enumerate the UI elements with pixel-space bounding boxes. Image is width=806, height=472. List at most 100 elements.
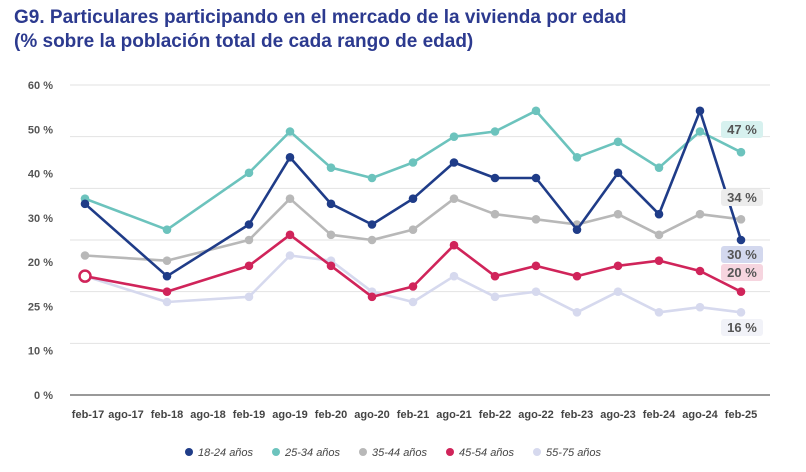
end-value-label: 16 %: [727, 320, 757, 335]
data-point: [572, 225, 582, 234]
data-point: [162, 256, 172, 265]
legend-marker: [359, 448, 367, 456]
data-point: [78, 269, 92, 283]
data-point: [490, 271, 500, 281]
data-point: [654, 230, 664, 240]
x-tick-label: ago-19: [272, 409, 307, 421]
x-tick-label: feb-24: [643, 409, 676, 421]
x-tick-label: feb-20: [315, 409, 347, 421]
data-point: [531, 287, 541, 296]
y-tick-label: 10 %: [28, 346, 53, 358]
x-tick-label: feb-23: [561, 409, 593, 421]
data-point: [367, 220, 377, 229]
legend-label: 55-75 años: [546, 447, 602, 459]
legend-label: 35-44 años: [372, 447, 428, 459]
x-tick-label: ago-22: [518, 409, 553, 421]
data-point: [695, 127, 705, 136]
legend-label: 18-24 años: [198, 447, 254, 459]
data-point: [736, 308, 746, 317]
end-label-background: [721, 264, 763, 281]
end-value-label: 20 %: [727, 265, 757, 280]
data-point: [695, 266, 705, 276]
x-tick-label: ago-24: [682, 409, 718, 421]
legend-label: 25-34 años: [284, 447, 341, 459]
chart-title-line2: (% sobre la población total de cada rang…: [14, 31, 474, 52]
x-tick-label: ago-20: [354, 409, 389, 421]
y-tick-label: 20 %: [28, 257, 53, 269]
data-point: [285, 194, 295, 203]
data-point: [408, 297, 418, 307]
x-tick-label: feb-21: [397, 409, 429, 421]
data-point: [736, 287, 746, 296]
data-point: [531, 173, 541, 183]
data-point: [326, 199, 336, 209]
legend-marker: [446, 448, 454, 456]
data-point: [408, 194, 418, 203]
end-value-label: 47 %: [727, 122, 757, 137]
x-tick-label: ago-17: [108, 409, 143, 421]
end-value-label: 34 %: [727, 190, 757, 205]
data-point: [736, 215, 746, 224]
data-point: [654, 163, 664, 172]
data-point: [367, 292, 377, 302]
data-point: [572, 153, 582, 162]
data-point: [326, 230, 336, 240]
end-label-background: [721, 189, 763, 206]
data-point: [449, 240, 459, 250]
x-tick-label: feb-17: [72, 409, 104, 421]
data-point: [490, 209, 500, 219]
series-line-25-34 años: [84, 109, 742, 231]
data-point: [490, 292, 500, 302]
end-label-background: [721, 121, 763, 138]
data-point: [449, 132, 459, 141]
end-label-background: [721, 319, 763, 336]
data-point: [244, 292, 254, 302]
y-tick-label: 25 %: [28, 301, 53, 313]
data-point: [285, 153, 295, 162]
data-point: [285, 127, 295, 136]
x-tick-label: feb-19: [233, 409, 265, 421]
end-value-label: 30 %: [727, 247, 757, 262]
data-point: [408, 158, 418, 167]
data-point: [449, 158, 459, 167]
x-tick-label: feb-25: [725, 409, 757, 421]
data-point: [490, 127, 500, 136]
x-tick-label: feb-18: [151, 409, 183, 421]
data-point: [285, 251, 295, 260]
data-point: [695, 302, 705, 312]
x-tick-label: feb-22: [479, 409, 511, 421]
data-point: [244, 235, 254, 245]
data-point: [244, 168, 254, 178]
data-point: [490, 173, 500, 183]
data-point: [654, 308, 664, 317]
data-point: [531, 261, 541, 271]
data-point: [162, 271, 172, 281]
data-point: [80, 251, 90, 260]
data-point: [695, 209, 705, 219]
data-point: [654, 209, 664, 219]
data-point: [80, 199, 90, 209]
series-line-18-24 años: [84, 109, 743, 278]
legend-marker: [185, 448, 193, 456]
data-point: [285, 230, 295, 240]
data-point: [244, 220, 254, 229]
data-point: [736, 147, 746, 157]
data-point: [736, 235, 746, 245]
data-point: [572, 271, 582, 281]
legend-marker: [533, 448, 541, 456]
end-label-background: [721, 246, 763, 263]
x-tick-label: ago-23: [600, 409, 635, 421]
x-tick-label: ago-18: [190, 409, 225, 421]
data-point: [449, 271, 459, 281]
data-point: [162, 287, 172, 296]
data-point: [572, 308, 582, 317]
data-point: [367, 235, 377, 245]
data-point: [326, 261, 336, 271]
legend-label: 45-54 años: [459, 447, 515, 459]
data-point: [695, 106, 705, 116]
y-tick-label: 50 %: [28, 124, 53, 136]
data-point: [162, 297, 172, 307]
data-point: [531, 215, 541, 224]
